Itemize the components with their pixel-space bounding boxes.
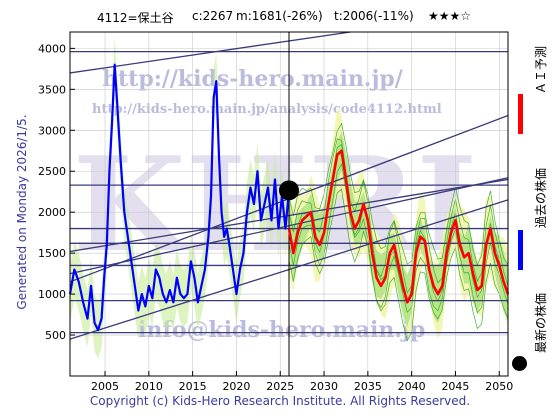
x-tick-label: 2020 <box>222 380 250 393</box>
forecast-band-line <box>288 162 509 314</box>
legend-past-price-label: 過去の株価 <box>534 167 548 228</box>
forecast-band-inner <box>289 131 508 328</box>
legend-latest-price: 最新の株価 <box>512 263 552 373</box>
x-tick-label: 2045 <box>441 380 469 393</box>
y-tick-label: 1500 <box>38 247 66 260</box>
axes-layer: 2005 2010 2015 2020 2025 2030 2035 2040 2045 2050… <box>38 31 513 393</box>
y-tick-label: 4000 <box>38 42 66 55</box>
x-tick-label: 2015 <box>179 380 207 393</box>
copyright-notice: Copyright (c) Kids-Hero Research Institu… <box>89 394 471 408</box>
current-price-marker <box>279 180 299 201</box>
watermark-analysis-url: http://kids-hero.main.jp/analysis/code41… <box>92 102 442 117</box>
current-price: c:2267 <box>192 9 234 23</box>
trend-line <box>69 31 351 74</box>
y-tick-label: 1000 <box>38 288 66 301</box>
forecast-band-line <box>288 138 509 294</box>
median-price: m:1681(-26%) <box>236 9 323 23</box>
x-tick-label: 2010 <box>135 380 163 393</box>
legend-past-price: 過去の株価 <box>512 148 552 270</box>
past-price-line <box>68 63 291 332</box>
legend: ＡＩ予測 過去の株価 最新の株価 <box>512 28 552 378</box>
y-tick-label: 500 <box>45 329 66 342</box>
x-tick-label: 2030 <box>310 380 338 393</box>
target-price: t:2006(-11%) <box>334 9 414 23</box>
y-tick-label: 3000 <box>38 124 66 137</box>
y-tick-label: 2000 <box>38 206 66 219</box>
legend-ai-forecast-label: ＡＩ予測 <box>534 45 548 94</box>
x-tick-label: 2025 <box>266 380 294 393</box>
x-tick-label: 2005 <box>91 380 119 393</box>
y-tick-label: 2500 <box>38 165 66 178</box>
y-tick-label: 3500 <box>38 83 66 96</box>
legend-ai-forecast: ＡＩ予測 <box>512 28 552 138</box>
chart-header: 4112=保土谷 c:2267 m:1681(-26%) t:2006(-11%… <box>0 0 520 36</box>
ticker-code-name: 4112=保土谷 <box>97 11 174 25</box>
legend-latest-price-label: 最新の株価 <box>534 292 548 353</box>
legend-latest-price-dot <box>512 356 527 371</box>
watermark-url: http://kids-hero.main.jp/ <box>102 66 404 92</box>
current-marker-layer <box>279 180 299 201</box>
series-layer <box>68 63 510 332</box>
legend-ai-forecast-swatch <box>518 94 523 134</box>
x-tick-label: 2050 <box>485 380 513 393</box>
ai-forecast-line <box>287 149 510 304</box>
star-rating: ★★★☆ <box>428 9 472 23</box>
legend-past-price-swatch <box>518 230 523 270</box>
plot-frame <box>69 31 509 377</box>
x-tick-label: 2040 <box>398 380 426 393</box>
x-tick-label: 2035 <box>354 380 382 393</box>
